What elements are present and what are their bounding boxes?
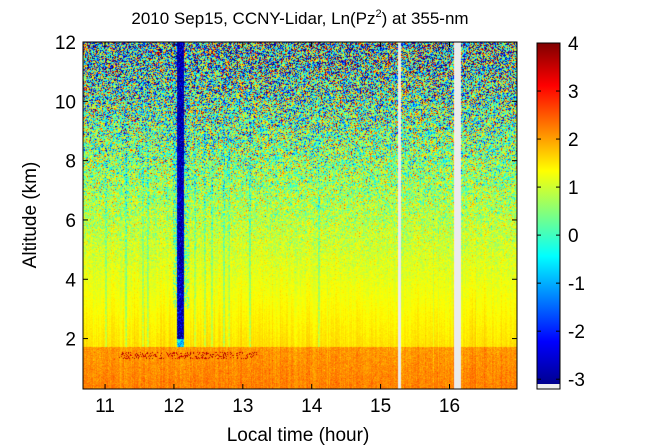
colorbar-tick-label: 3	[568, 82, 579, 103]
x-tick-label: 14	[301, 396, 323, 417]
y-axis-label: Altitude (km)	[20, 162, 41, 269]
heatmap-plot-area	[82, 41, 518, 390]
colorbar-tick-label: -1	[568, 274, 585, 295]
y-tick-label: 4	[65, 270, 76, 291]
colorbar-tick-label: 1	[568, 178, 579, 199]
chart-title-superscript: 2	[376, 8, 382, 20]
plot-frame	[82, 41, 518, 390]
chart-title-main: 2010 Sep15, CCNY-Lidar, Ln(Pz	[131, 9, 375, 28]
x-tick-label: 11	[95, 396, 115, 417]
y-tick-label: 10	[55, 92, 76, 113]
y-axis: 2 4 6 8 10 12	[55, 33, 517, 351]
colorbar-invalid-swatch	[537, 384, 560, 389]
y-tick-label: 6	[65, 211, 76, 232]
colorbar-gradient	[537, 43, 560, 384]
colorbar-tick-label: 2	[568, 130, 579, 151]
colorbar-tick-label: -3	[568, 370, 585, 391]
x-axis: 11 12 13 14 15 16	[95, 42, 460, 417]
chart-title: 2010 Sep15, CCNY-Lidar, Ln(Pz2) at 355-n…	[131, 8, 468, 28]
x-tick-label: 13	[232, 396, 253, 417]
lidar-heatmap-image	[83, 42, 517, 389]
x-axis-label: Local time (hour)	[227, 425, 370, 446]
colorbar-tick-label: 0	[568, 226, 579, 247]
colorbar-frame	[536, 42, 561, 390]
x-tick-label: 15	[370, 396, 391, 417]
colorbar-tick-label: -2	[568, 322, 585, 343]
y-tick-label: 8	[65, 152, 76, 173]
x-tick-label: 16	[439, 396, 460, 417]
chart-title-tail: ) at 355-nm	[382, 9, 469, 28]
y-tick-label: 12	[55, 33, 76, 54]
colorbar-ticks: -3 -2 -1 0 1 2 3 4	[537, 34, 585, 391]
colorbar-tick-label: 4	[568, 34, 579, 55]
x-tick-label: 12	[163, 396, 184, 417]
y-tick-label: 2	[65, 330, 76, 351]
colorbar: -3 -2 -1 0 1 2 3 4	[536, 34, 585, 391]
